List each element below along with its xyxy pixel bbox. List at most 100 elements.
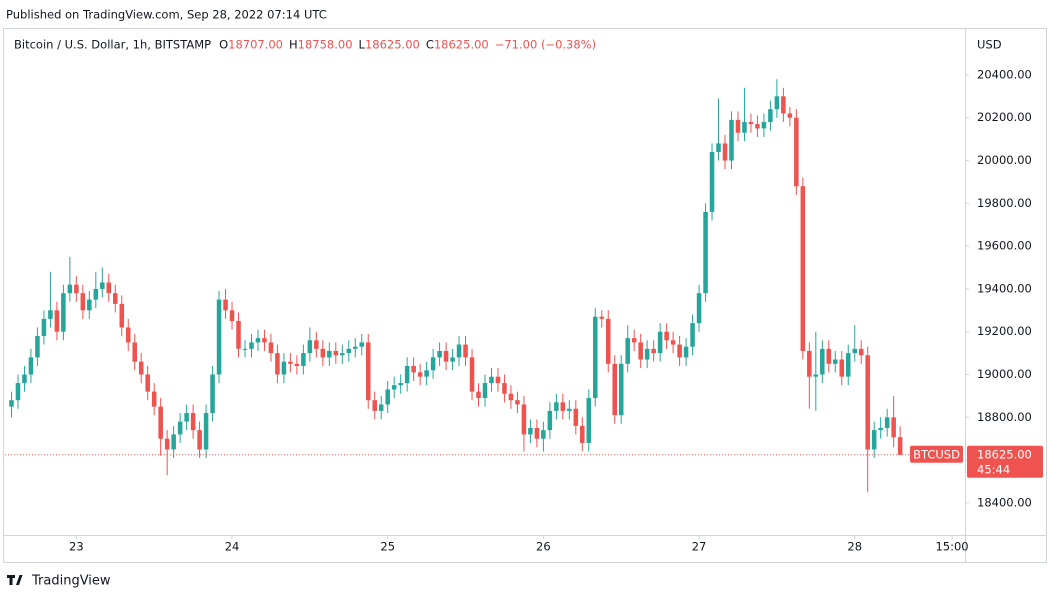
candle-body [703, 211, 708, 294]
candle-body [87, 299, 92, 311]
candle-body [774, 96, 780, 110]
candle-body [15, 383, 21, 401]
candle-body [884, 417, 890, 429]
chart-frame [3, 28, 1047, 563]
candle-body [605, 318, 611, 364]
candle-body [223, 299, 228, 311]
y-tick-label: 20400.00 [977, 67, 1032, 81]
candle-body [768, 109, 773, 123]
candle-body [177, 421, 183, 435]
candle-body [515, 400, 520, 405]
ohlc-key: H [289, 38, 298, 52]
candle-body [255, 338, 261, 343]
candle-body [800, 186, 806, 351]
candle-body [781, 96, 786, 114]
candle-body [742, 122, 747, 133]
price-label: 18625.00 [977, 447, 1032, 461]
price-tag [967, 445, 1043, 478]
candle-body [249, 342, 254, 349]
candle-body [612, 363, 617, 416]
y-tick-label: 20200.00 [977, 110, 1032, 124]
candle-body [80, 293, 86, 311]
candle-body [716, 143, 721, 152]
candle-body [858, 348, 864, 356]
candle-body [125, 327, 131, 343]
candle-body [534, 428, 540, 439]
candle-body [437, 350, 442, 358]
candle-body [314, 340, 319, 349]
candle-body [61, 293, 66, 332]
candle-body [417, 372, 423, 377]
candle-body [67, 284, 73, 294]
candle-body [288, 361, 293, 364]
candle-body [586, 398, 592, 443]
candle-body [755, 124, 760, 129]
candle-body [599, 316, 605, 319]
candle-body [729, 119, 734, 161]
candle-body [93, 288, 99, 300]
candle-body [203, 413, 209, 450]
candle-body [547, 410, 553, 431]
candle-body [735, 119, 741, 133]
candle-body [709, 151, 715, 212]
candle-body [554, 402, 559, 411]
candle-body [670, 340, 676, 345]
candle-body [113, 293, 118, 304]
candle-body [74, 284, 79, 294]
candle-body [456, 344, 462, 358]
candle-body [443, 350, 449, 362]
candle-body [327, 350, 332, 358]
candle-body [638, 342, 643, 360]
y-tick-label: 20000.00 [977, 153, 1032, 167]
candle-body [683, 346, 689, 358]
candle-body [508, 393, 514, 401]
candle-body [119, 303, 125, 328]
candle-body [210, 374, 215, 414]
candle-body [541, 430, 546, 439]
ohlc-key: O [219, 38, 228, 52]
candle-body [567, 408, 572, 411]
candle-body [216, 299, 222, 375]
candle-body [100, 282, 105, 289]
x-tick-label: 15:00 [935, 540, 968, 554]
ohlc-value: 18625.00 [365, 38, 420, 52]
x-tick-label: 26 [536, 540, 551, 554]
candle-body [489, 376, 494, 384]
logo: TradingView [7, 574, 111, 589]
logo-icon [7, 575, 23, 585]
candle-body [748, 122, 754, 125]
candle-body [275, 353, 280, 375]
candle-body [580, 425, 585, 443]
candle-body [346, 348, 352, 354]
candle-body [48, 310, 53, 319]
y-tick-label: 18400.00 [977, 495, 1032, 509]
ohlc-key: L [359, 38, 366, 52]
x-tick-label: 28 [847, 540, 862, 554]
candle-body [469, 357, 475, 392]
candle-body [502, 383, 507, 394]
candle-body [106, 282, 112, 294]
candle-body [353, 346, 358, 349]
candle-body [164, 438, 170, 450]
candle-body [891, 417, 896, 438]
candle-body [242, 348, 248, 350]
candle-body [281, 361, 287, 375]
candle-body [9, 400, 14, 407]
candle-body [807, 350, 812, 377]
published-note: Published on TradingView.com, Sep 28, 20… [6, 8, 327, 22]
candle-body [359, 342, 365, 347]
candle-body [657, 331, 663, 354]
candle-body [813, 374, 819, 377]
candle-body [871, 430, 877, 450]
candle-body [391, 385, 397, 390]
candle-body [897, 437, 903, 455]
chart-title: Bitcoin / U.S. Dollar, 1h, BITSTAMP [14, 38, 211, 52]
x-tick-label: 23 [69, 540, 84, 554]
candle-body [677, 344, 682, 358]
y-tick-label: 19600.00 [977, 239, 1032, 253]
y-tick-label: 19200.00 [977, 324, 1032, 338]
x-tick-label: 27 [692, 540, 707, 554]
candle-body [761, 122, 767, 129]
candle-body [521, 404, 527, 435]
